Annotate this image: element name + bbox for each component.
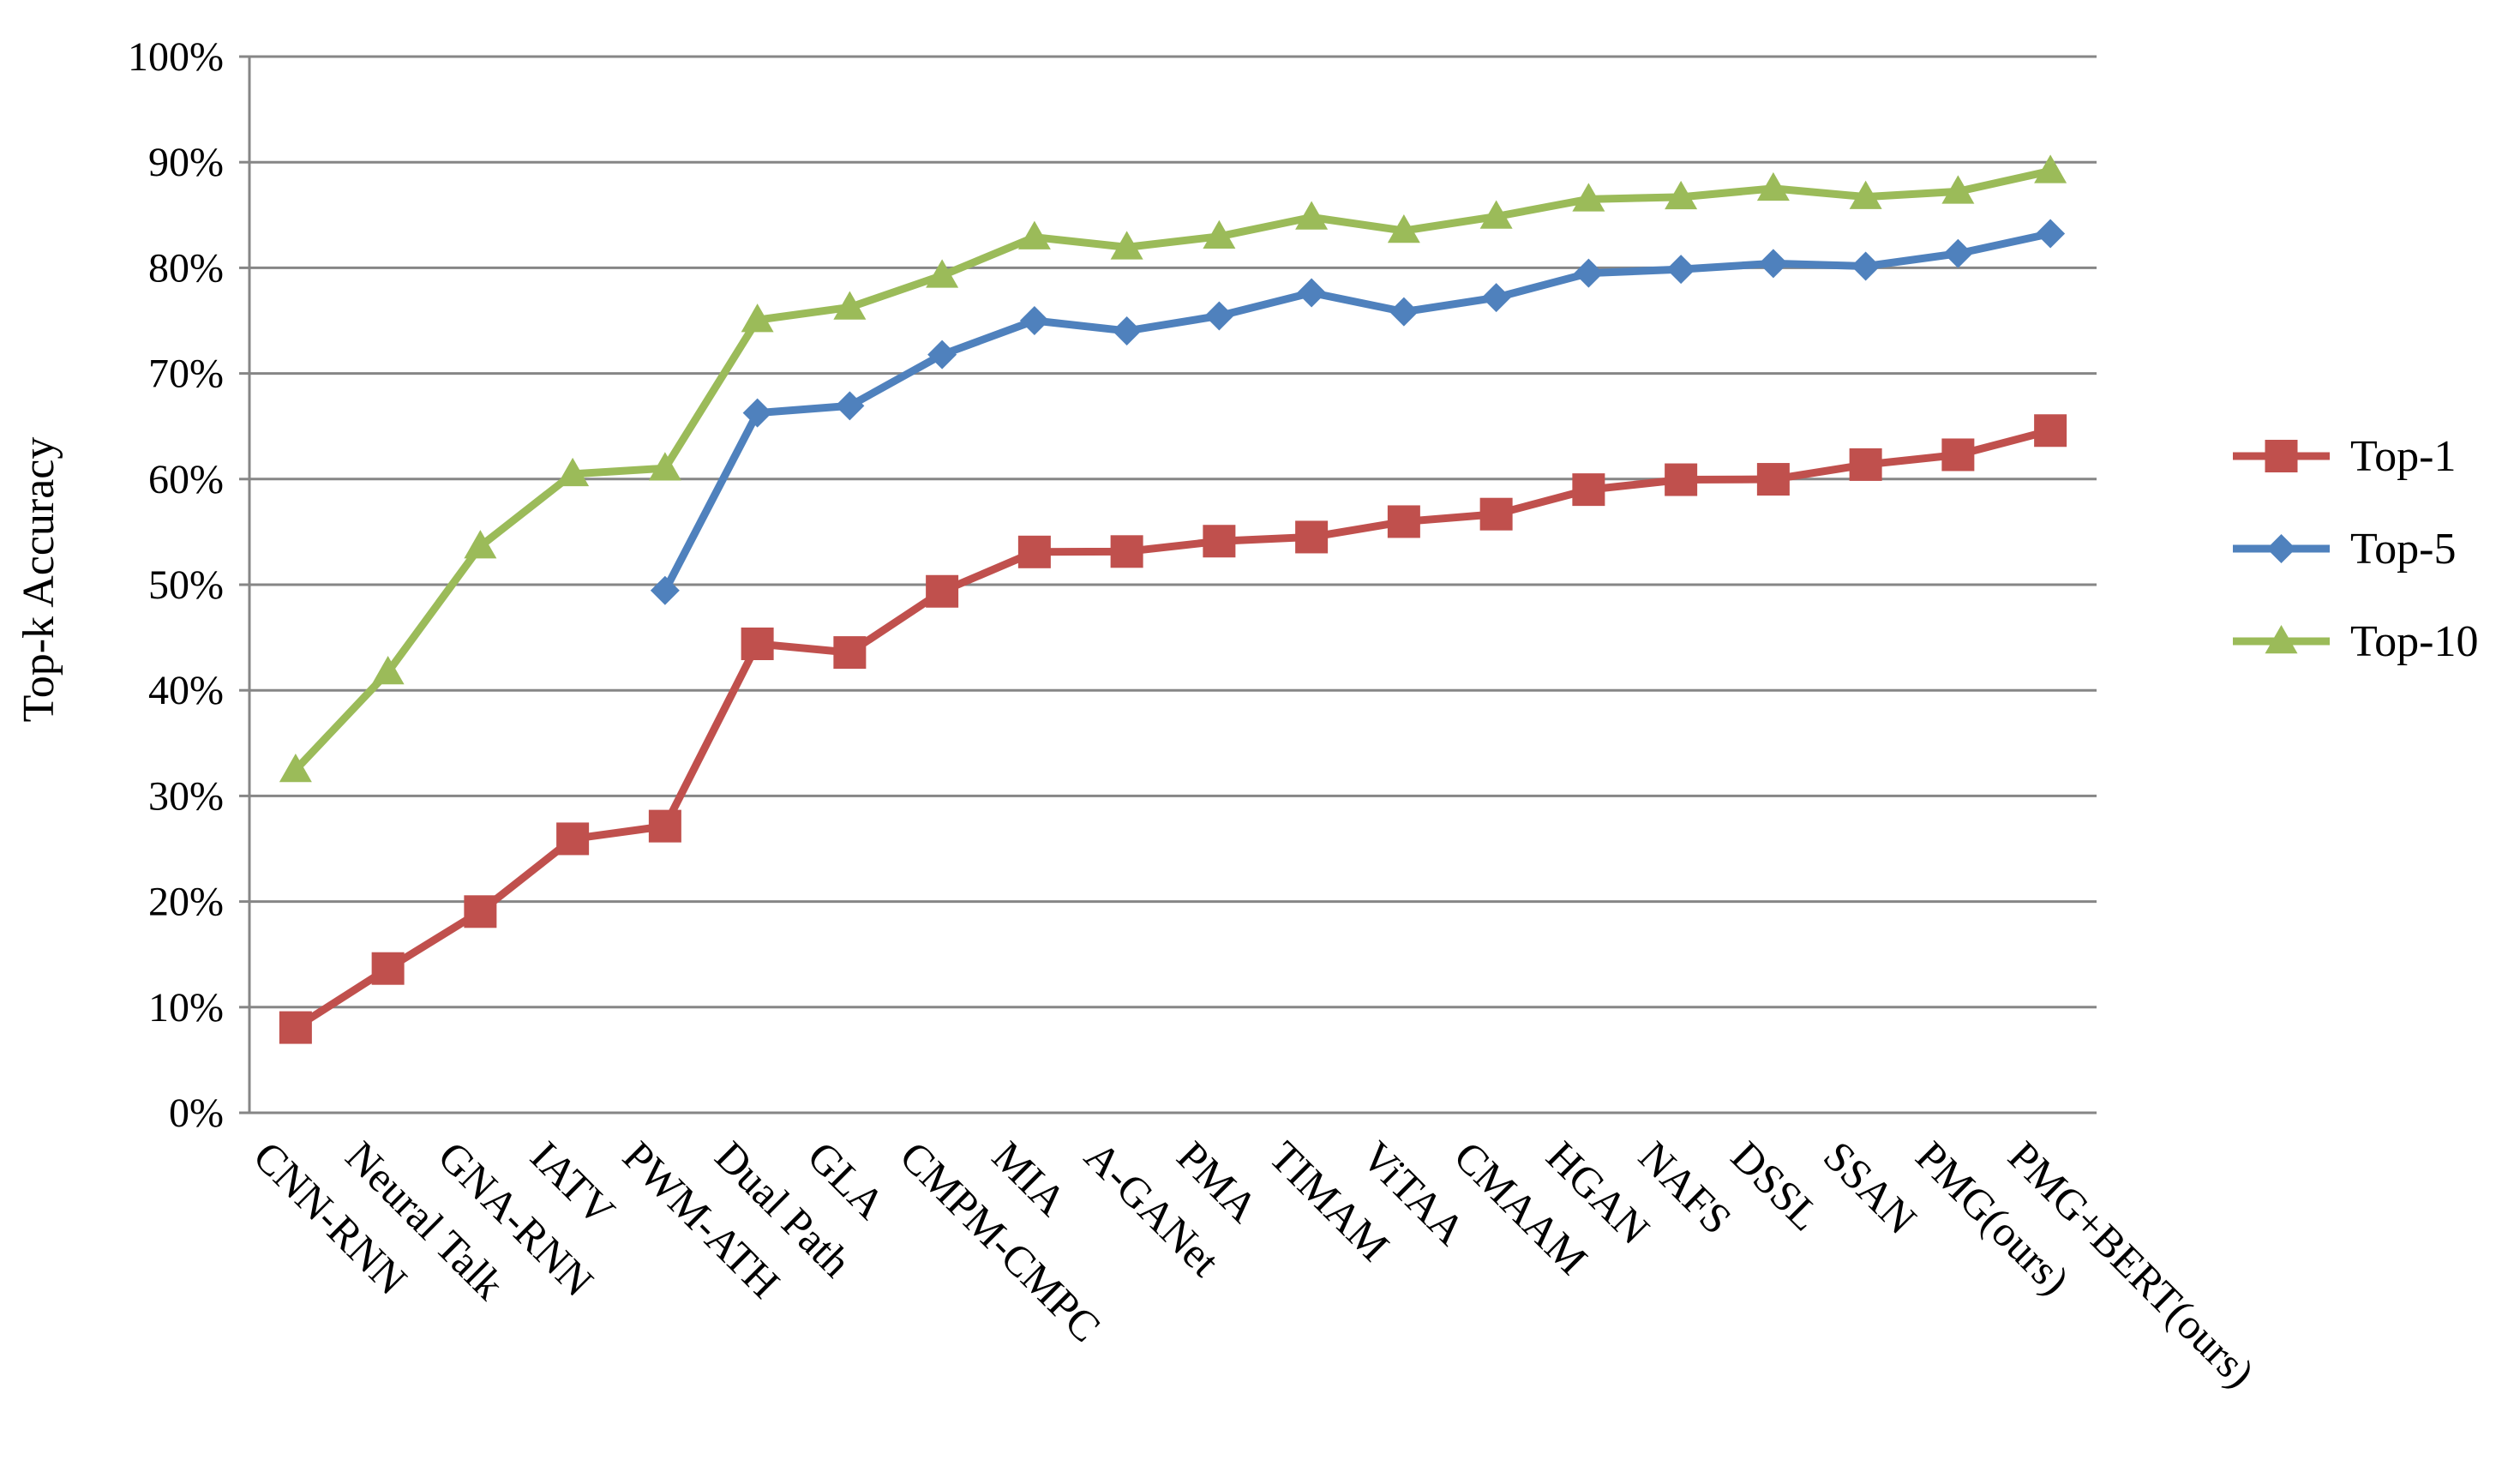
data-point — [1481, 283, 1511, 313]
x-category-label: DSSL — [1722, 1132, 1830, 1240]
data-point — [1387, 214, 1420, 243]
data-point — [371, 952, 405, 985]
y-tick-label: 40% — [148, 668, 224, 713]
data-point — [1110, 231, 1143, 260]
data-point — [833, 636, 867, 670]
data-point — [833, 291, 867, 320]
axes — [239, 55, 2097, 1115]
legend-label: Top-1 — [2350, 432, 2456, 481]
series-top-1 — [279, 414, 2067, 1044]
data-point — [1479, 497, 1513, 531]
data-point — [1665, 463, 1698, 496]
data-point — [1574, 258, 1604, 288]
data-point — [1297, 278, 1327, 308]
legend-item: Top-1 — [2233, 432, 2456, 481]
y-tick-labels: 0% 10% 20% 30% 40% 50% 60% 70% 80% 90% 100% — [128, 34, 224, 1136]
data-point — [1203, 525, 1236, 558]
data-point — [1479, 200, 1513, 229]
data-point — [1849, 180, 1882, 209]
data-point — [1758, 249, 1788, 279]
y-tick-label: 100% — [128, 34, 224, 80]
data-point — [648, 452, 681, 481]
data-point — [1295, 201, 1329, 230]
data-point — [650, 575, 680, 605]
legend-marker — [2265, 625, 2298, 654]
data-point — [556, 822, 590, 856]
data-point — [1572, 183, 1605, 212]
y-tick-label: 30% — [148, 773, 224, 819]
data-point — [1017, 535, 1051, 568]
data-point — [464, 895, 497, 928]
data-point — [1017, 220, 1051, 249]
data-point — [1941, 175, 1975, 204]
data-point — [1204, 301, 1234, 331]
series-line — [291, 426, 2055, 1032]
legend-item: Top-5 — [2233, 525, 2456, 574]
y-tick-label: 0% — [169, 1090, 224, 1136]
data-point — [926, 574, 959, 608]
data-point — [2034, 414, 2067, 448]
data-point — [1851, 251, 1881, 281]
data-point — [1756, 171, 1790, 201]
data-point — [1943, 238, 1973, 268]
data-point — [648, 809, 681, 843]
data-point — [464, 530, 497, 559]
data-point — [371, 656, 405, 685]
legend-label: Top-5 — [2350, 525, 2456, 574]
data-series — [279, 154, 2067, 1044]
data-point — [926, 259, 959, 288]
data-point — [1849, 448, 1882, 481]
legend-marker — [2265, 440, 2298, 472]
legend-item: Top-10 — [2233, 617, 2478, 666]
series-line — [661, 229, 2055, 595]
gridlines — [249, 55, 2097, 1009]
data-point — [1203, 219, 1236, 249]
y-tick-label: 80% — [148, 245, 224, 291]
y-tick-label: 50% — [148, 562, 224, 608]
data-point — [1112, 315, 1142, 345]
y-tick-label: 10% — [148, 985, 224, 1030]
data-point — [741, 627, 774, 660]
y-tick-label: 20% — [148, 880, 224, 925]
data-point — [1295, 520, 1329, 554]
series-line — [291, 166, 2055, 774]
data-point — [2034, 154, 2067, 183]
data-point — [1387, 505, 1420, 538]
data-point — [1666, 255, 1696, 285]
legend-label: Top-10 — [2350, 617, 2478, 666]
data-point — [1389, 297, 1419, 327]
x-category-label: SSAN — [1815, 1132, 1926, 1243]
data-point — [742, 398, 772, 428]
y-tick-label: 70% — [148, 351, 224, 397]
data-point — [279, 753, 312, 783]
data-point — [927, 339, 957, 370]
y-tick-label: 60% — [148, 457, 224, 502]
data-point — [1572, 473, 1605, 507]
legend-marker — [2266, 534, 2296, 563]
data-point — [2036, 219, 2066, 249]
data-point — [1110, 535, 1143, 568]
data-point — [1756, 463, 1790, 496]
series-top-5 — [650, 219, 2066, 605]
data-point — [1019, 306, 1049, 335]
data-point — [556, 457, 590, 487]
data-point — [835, 391, 865, 421]
data-point — [279, 1011, 312, 1044]
y-tick-label: 90% — [148, 140, 224, 185]
y-axis-title: Top-k Accuracy — [15, 437, 63, 723]
data-point — [1665, 180, 1698, 210]
data-point — [1941, 438, 1975, 472]
legend: Top-1 Top-5 Top-10 — [2233, 432, 2478, 666]
data-point — [741, 303, 774, 333]
series-top-10 — [279, 154, 2067, 783]
